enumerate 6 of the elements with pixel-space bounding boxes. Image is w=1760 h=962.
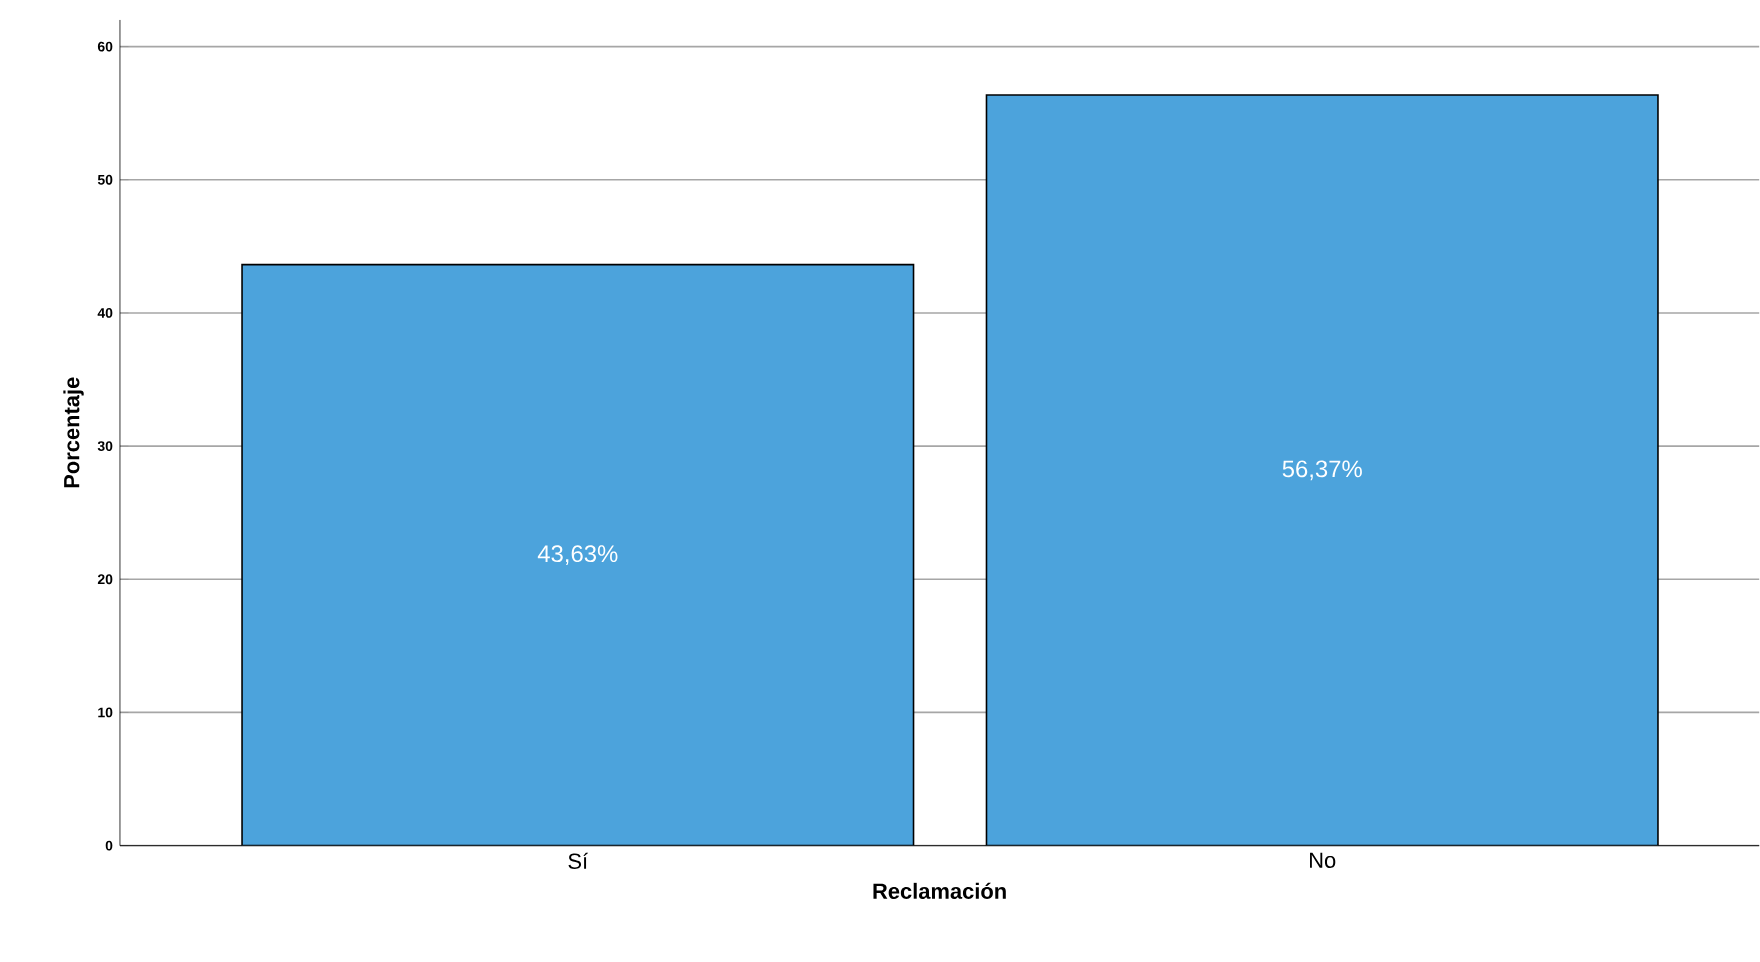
x-axis-title: Reclamación	[873, 882, 1006, 900]
data-label: 56,37%	[1282, 460, 1362, 481]
x-tick-label: Sí	[568, 852, 589, 870]
data-label: 43,63%	[537, 545, 618, 566]
y-axis-title: Porcentaje	[63, 377, 84, 488]
x-tick-label: No	[1310, 852, 1336, 869]
